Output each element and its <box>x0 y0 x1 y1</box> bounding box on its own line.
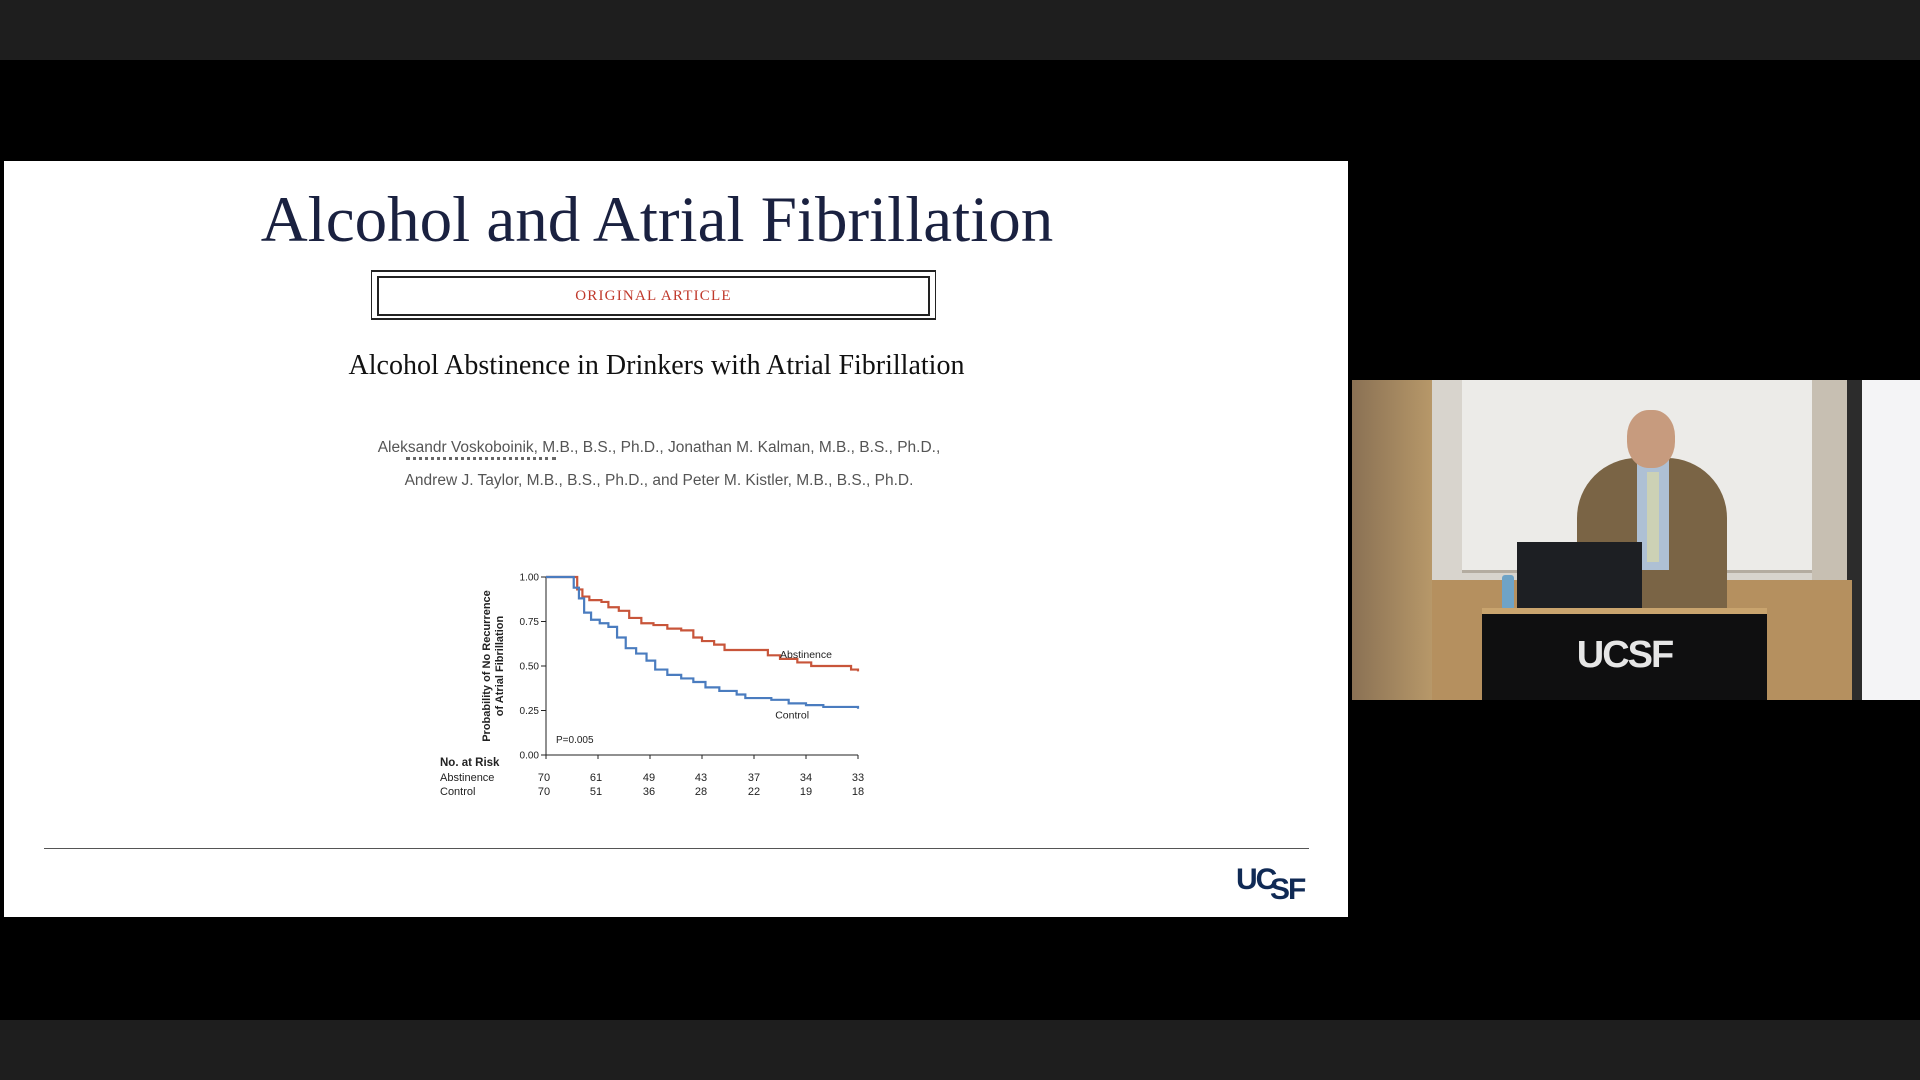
risk-value: 70 <box>537 772 551 784</box>
video-projection-screen <box>1862 380 1920 700</box>
water-bottle <box>1502 575 1514 610</box>
paper-title: Alcohol Abstinence in Drinkers with Atri… <box>348 350 965 381</box>
bottom-bar <box>0 1020 1920 1080</box>
y-tick-label: 0.00 <box>520 751 540 762</box>
speaker-tie <box>1647 472 1659 562</box>
kaplan-meier-svg: 0.000.250.500.751.000306090120150180Days… <box>481 573 867 793</box>
video-monitor <box>1517 542 1642 620</box>
risk-table-header: No. at Risk <box>440 757 500 769</box>
risk-value: 22 <box>747 786 761 798</box>
series-label-control: Control <box>775 710 809 722</box>
article-label-box: ORIGINAL ARTICLE <box>371 270 936 320</box>
podium-logo: UCSF <box>1576 634 1674 676</box>
risk-value: 18 <box>851 786 865 798</box>
top-bar <box>0 0 1920 60</box>
authors-line-1: Aleksandr Voskoboinik, M.B., B.S., Ph.D.… <box>377 439 941 456</box>
risk-row-label: Abstinence <box>440 772 495 784</box>
presentation-slide: Alcohol and Atrial Fibrillation ORIGINAL… <box>4 161 1348 917</box>
article-label: ORIGINAL ARTICLE <box>377 276 930 316</box>
authors: Aleksandr Voskoboinik, M.B., B.S., Ph.D.… <box>334 431 984 497</box>
risk-value: 49 <box>642 772 656 784</box>
series-line-control <box>546 575 860 709</box>
slide-title: Alcohol and Atrial Fibrillation <box>260 184 1054 256</box>
y-tick-label: 1.00 <box>520 573 540 584</box>
ucsf-logo-sf: SF <box>1270 873 1306 906</box>
y-axis-label-line-2: of Atrial Fibrillation <box>494 616 506 717</box>
ucsf-logo-uc: UC <box>1236 863 1277 896</box>
p-value-annotation: P=0.005 <box>556 735 594 746</box>
slide-divider <box>44 848 1309 849</box>
risk-value: 33 <box>851 772 865 784</box>
y-axis-label-line-1: Probability of No Recurrence <box>481 590 493 742</box>
speaker-video: UCSF <box>1352 380 1920 700</box>
podium: UCSF <box>1482 608 1767 700</box>
y-tick-label: 0.50 <box>520 662 540 673</box>
speaker-head <box>1627 410 1675 468</box>
risk-value: 70 <box>537 786 551 798</box>
y-tick-label: 0.75 <box>520 617 540 628</box>
risk-value: 43 <box>694 772 708 784</box>
risk-value: 36 <box>642 786 656 798</box>
ucsf-logo: UC SF <box>1236 861 1316 906</box>
kaplan-meier-chart: 0.000.250.500.751.000306090120150180Days… <box>404 501 884 793</box>
risk-row-label: Control <box>440 786 476 798</box>
risk-value: 51 <box>589 786 603 798</box>
risk-value: 61 <box>589 772 603 784</box>
risk-value: 37 <box>747 772 761 784</box>
author-dotted-underline <box>406 457 556 464</box>
series-label-abstinence: Abstinence <box>780 649 832 661</box>
risk-value: 28 <box>694 786 708 798</box>
video-wall-left <box>1352 380 1432 700</box>
risk-value: 19 <box>799 786 813 798</box>
authors-line-2: Andrew J. Taylor, M.B., B.S., Ph.D., and… <box>404 472 914 489</box>
y-tick-label: 0.25 <box>520 706 540 717</box>
series-line-abstinence <box>546 575 860 672</box>
risk-value: 34 <box>799 772 813 784</box>
